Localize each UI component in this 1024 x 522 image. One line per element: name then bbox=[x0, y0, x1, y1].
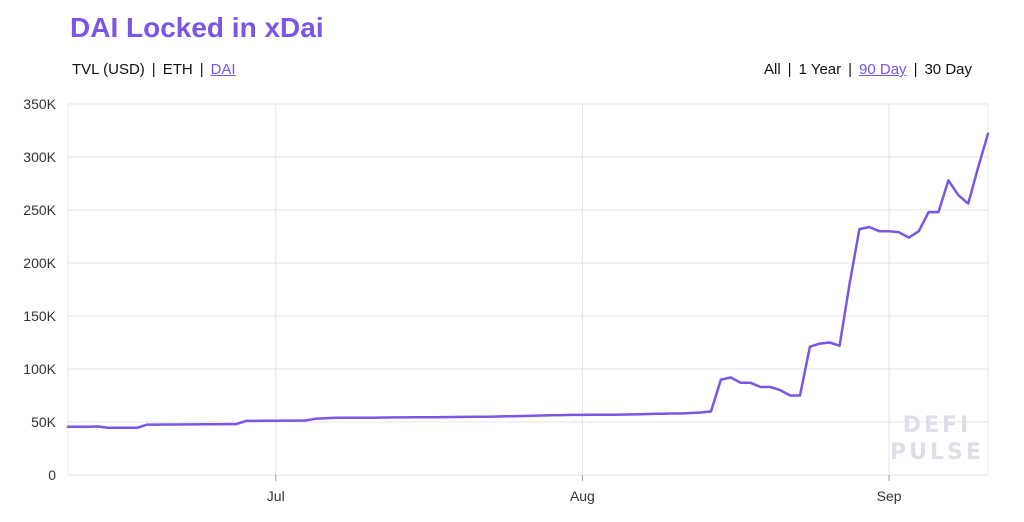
y-tick-label: 50K bbox=[31, 414, 57, 430]
grid-lines bbox=[67, 103, 989, 481]
separator: | bbox=[151, 61, 156, 78]
watermark-line-1: DEFI bbox=[903, 413, 972, 438]
y-tick-label: 350K bbox=[23, 96, 56, 112]
x-tick-label: Jul bbox=[267, 488, 285, 504]
x-tick-label: Sep bbox=[877, 488, 902, 504]
y-tick-label: 100K bbox=[23, 361, 56, 377]
range-option-all[interactable]: All bbox=[764, 61, 781, 78]
range-option-1-year[interactable]: 1 Year bbox=[798, 61, 842, 78]
range-option-90-day[interactable]: 90 Day bbox=[859, 61, 907, 78]
y-tick-label: 200K bbox=[23, 255, 56, 271]
separator: | bbox=[913, 61, 918, 78]
x-tick-label: Aug bbox=[570, 488, 595, 504]
y-tick-label: 150K bbox=[23, 308, 56, 324]
metric-toggle: TVL (USD) | ETH | DAI bbox=[72, 61, 236, 78]
watermark-line-2: PULSE bbox=[890, 440, 984, 465]
separator: | bbox=[787, 61, 792, 78]
metric-option-tvl[interactable]: TVL (USD) bbox=[72, 61, 145, 78]
separator: | bbox=[199, 61, 204, 78]
separator: | bbox=[848, 61, 853, 78]
metric-option-dai[interactable]: DAI bbox=[210, 61, 236, 78]
series-layer bbox=[66, 132, 990, 430]
series-line bbox=[66, 132, 990, 430]
x-axis-ticks: Jul Aug Sep bbox=[267, 488, 902, 504]
y-tick-label: 250K bbox=[23, 202, 56, 218]
metric-option-eth[interactable]: ETH bbox=[162, 61, 193, 78]
y-tick-label: 300K bbox=[23, 149, 56, 165]
range-option-30-day[interactable]: 30 Day bbox=[924, 61, 972, 78]
y-axis-ticks: 0 50K 100K 150K 200K 250K 300K 350K bbox=[23, 96, 56, 483]
y-tick-label: 0 bbox=[48, 467, 56, 483]
page-title: DAI Locked in xDai bbox=[70, 12, 324, 43]
range-toggle: All | 1 Year | 90 Day | 30 Day bbox=[764, 61, 972, 78]
